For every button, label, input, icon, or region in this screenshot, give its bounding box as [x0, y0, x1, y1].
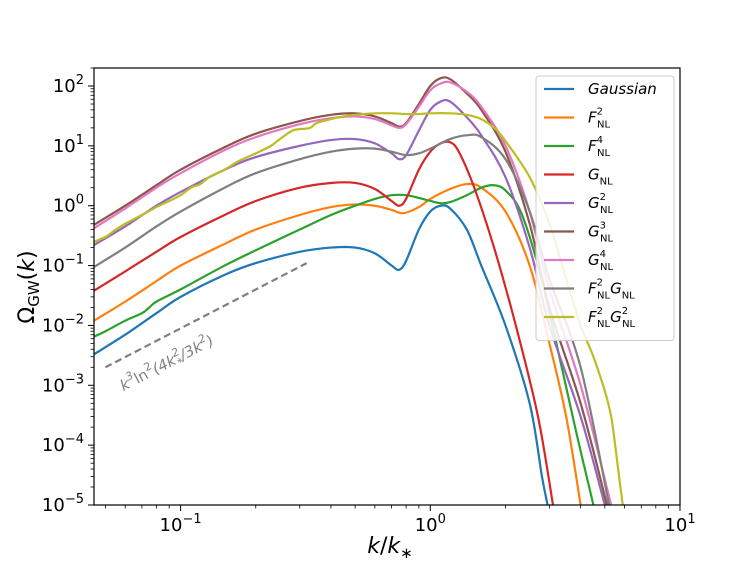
- y-tick-label: 10−3: [42, 372, 84, 396]
- legend-label-7: G4 NL: [588, 249, 613, 273]
- y-tick-label: 100: [53, 193, 84, 217]
- series-line-8: [94, 133, 611, 505]
- scaling-annotation: k3ln2(4k2*/3k2): [116, 329, 219, 398]
- legend-label-3: F4 NL: [588, 135, 610, 159]
- series-line-6: [94, 76, 609, 505]
- x-tick-label: 101: [664, 512, 695, 536]
- y-axis-label: ΩGW(k): [15, 250, 43, 323]
- plot-frame: [93, 67, 681, 506]
- legend-label-8: F2 NLGNL: [588, 278, 635, 302]
- axis-labels: k/k∗ ΩGW(k): [15, 250, 413, 562]
- y-tick-label: 10−5: [42, 492, 84, 516]
- legend-box: [535, 75, 675, 341]
- x-tick-label: 100: [415, 512, 446, 536]
- scaling-reference-line: [104, 262, 308, 369]
- y-tick-label: 101: [53, 133, 84, 157]
- legend-label-6: G3 NL: [588, 221, 613, 245]
- legend-label-4: GNL: [588, 166, 613, 188]
- legend-label-2: F2 NL: [588, 107, 610, 131]
- legend-label-5: G2 NL: [588, 192, 613, 216]
- y-tick-label: 10−1: [42, 253, 84, 277]
- legend-label-1: Gaussian: [588, 80, 657, 98]
- series-line-2: [94, 182, 582, 505]
- series-layer: [94, 76, 624, 505]
- legend: Gaussian F2 NL F4 NL GNL G2 NL G3 NL G4 NL F2 NLGNL F2…: [535, 75, 675, 341]
- series-line-4: [94, 140, 555, 505]
- series-line-1: [94, 204, 549, 505]
- tick-layer: 10−1 100 101 10−5 10−4 10−3 10−2 10−1 100 101 102: [42, 67, 696, 536]
- y-tick-label: 10−4: [42, 432, 84, 456]
- x-tick-label: 10−1: [160, 512, 202, 536]
- series-line-3: [94, 184, 595, 505]
- legend-label-9: F2 NLG2 NL: [588, 306, 636, 330]
- y-tick-label: 102: [53, 73, 84, 97]
- y-tick-label: 10−2: [42, 312, 84, 336]
- x-axis-label: k/k∗: [367, 534, 413, 562]
